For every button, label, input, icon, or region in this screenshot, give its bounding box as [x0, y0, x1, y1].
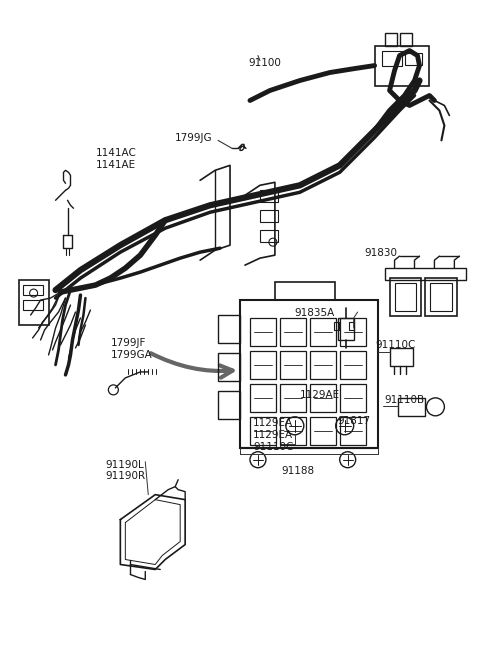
Bar	[405, 52, 422, 65]
Bar	[395, 283, 417, 311]
Bar	[240, 300, 378, 448]
Bar	[310, 417, 336, 445]
Text: 91100: 91100	[248, 58, 281, 67]
Bar	[250, 351, 276, 379]
Bar	[390, 278, 421, 316]
Bar	[250, 318, 276, 346]
Bar	[348, 322, 354, 330]
Bar	[338, 318, 354, 340]
Bar	[19, 280, 48, 325]
Bar	[310, 384, 336, 412]
Text: 91817: 91817	[338, 416, 371, 426]
Bar	[310, 351, 336, 379]
Text: 1141AC
1141AE: 1141AC 1141AE	[96, 149, 136, 170]
Bar	[218, 315, 240, 343]
Text: 1799JG: 1799JG	[175, 134, 213, 143]
Bar	[374, 46, 430, 86]
Text: 91188: 91188	[281, 466, 314, 476]
Text: 91110C: 91110C	[253, 441, 293, 452]
Text: 91110B: 91110B	[384, 395, 425, 405]
Bar	[218, 353, 240, 381]
FancyArrowPatch shape	[151, 353, 233, 378]
Text: 1799JF
1799GA: 1799JF 1799GA	[110, 338, 152, 360]
Bar	[310, 318, 336, 346]
Bar	[382, 50, 402, 66]
Bar	[384, 268, 467, 280]
Bar	[23, 300, 43, 310]
Bar	[280, 351, 306, 379]
Text: 91110C: 91110C	[376, 340, 416, 350]
Bar	[340, 318, 366, 346]
Text: 91190L
91190R: 91190L 91190R	[106, 460, 145, 481]
Bar	[334, 322, 339, 330]
Bar	[260, 230, 278, 242]
Bar	[260, 191, 278, 202]
Bar	[250, 417, 276, 445]
Bar	[218, 391, 240, 419]
Bar	[431, 283, 452, 311]
Bar	[260, 210, 278, 222]
Bar	[425, 278, 457, 316]
Bar	[340, 417, 366, 445]
Bar	[397, 398, 425, 416]
Bar	[280, 318, 306, 346]
Bar	[275, 282, 335, 300]
Text: 91830: 91830	[365, 248, 397, 258]
Bar	[280, 417, 306, 445]
Text: 1129AE: 1129AE	[300, 390, 340, 400]
Text: 1129EA: 1129EA	[253, 418, 293, 428]
Text: 91835A: 91835A	[295, 308, 335, 318]
Bar	[390, 348, 413, 366]
Bar	[280, 384, 306, 412]
Bar	[384, 33, 396, 46]
Bar	[340, 384, 366, 412]
Bar	[250, 384, 276, 412]
Text: 1129EA: 1129EA	[253, 430, 293, 440]
Bar	[23, 285, 43, 295]
Bar	[340, 351, 366, 379]
Bar	[399, 33, 411, 46]
